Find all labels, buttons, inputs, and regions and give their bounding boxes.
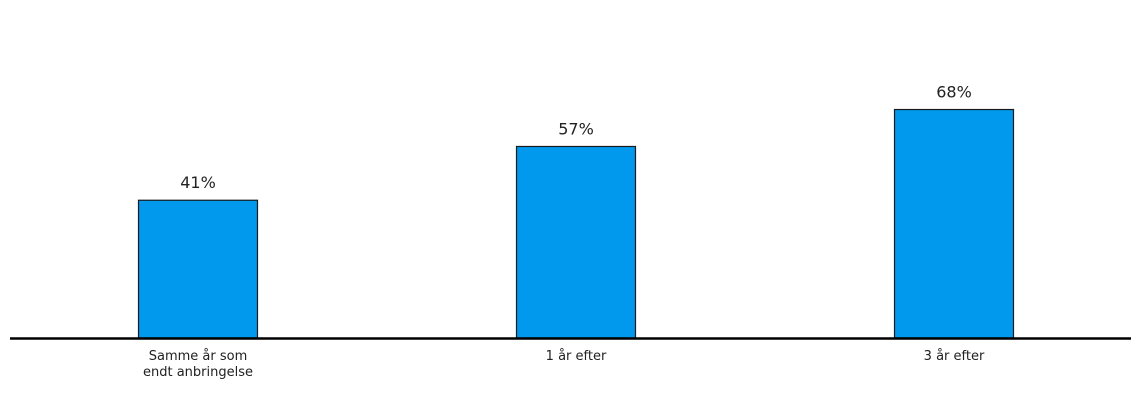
bar-value-label: 68% [936,83,972,102]
x-tick-label: 1 år efter [546,349,607,364]
x-tick-label: Samme år som [149,349,248,364]
tick-labels-layer: Samme år somendt anbringelse 1 år efter 3 … [143,349,985,380]
x-tick-label: 3 år efter [924,349,985,364]
x-tick-label: endt anbringelse [143,365,253,380]
bar [517,146,636,338]
bar [895,110,1014,338]
bars-layer [139,110,1014,338]
bar-value-label: 41% [180,173,216,192]
bar-value-label: 57% [558,119,594,138]
bar [139,200,258,338]
